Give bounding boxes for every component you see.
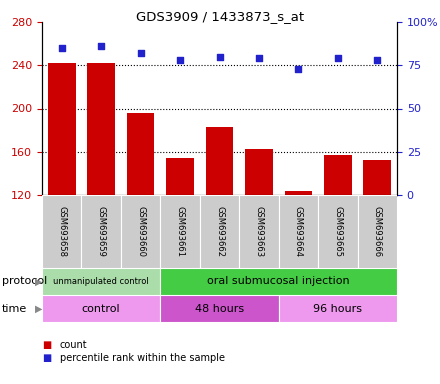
Bar [160, 295, 279, 322]
Text: protocol: protocol [2, 276, 48, 286]
Point [58, 45, 65, 51]
Text: 48 hours: 48 hours [195, 303, 244, 313]
Text: GSM693665: GSM693665 [334, 206, 342, 257]
Point [256, 55, 263, 61]
Text: ▶: ▶ [35, 303, 43, 313]
Bar [121, 195, 160, 268]
Bar [279, 295, 397, 322]
Text: control: control [82, 303, 121, 313]
Text: GSM693664: GSM693664 [294, 206, 303, 257]
Point [137, 50, 144, 56]
Text: GSM693658: GSM693658 [57, 206, 66, 257]
Text: ■: ■ [42, 340, 51, 350]
Point [216, 53, 223, 60]
Text: GSM693666: GSM693666 [373, 206, 382, 257]
Text: GSM693660: GSM693660 [136, 206, 145, 257]
Bar [42, 195, 81, 268]
Bar [285, 191, 312, 195]
Bar [200, 195, 239, 268]
Bar [245, 149, 273, 195]
Text: GSM693662: GSM693662 [215, 206, 224, 257]
Bar [81, 195, 121, 268]
Bar [127, 113, 154, 195]
Text: oral submucosal injection: oral submucosal injection [207, 276, 350, 286]
Point [295, 66, 302, 72]
Text: ■: ■ [42, 353, 51, 363]
Text: GSM693659: GSM693659 [97, 206, 106, 257]
Bar [363, 161, 391, 195]
Bar [205, 127, 233, 195]
Text: percentile rank within the sample: percentile rank within the sample [59, 353, 224, 363]
Bar [166, 158, 194, 195]
Text: time: time [2, 303, 27, 313]
Bar [239, 195, 279, 268]
Bar [42, 295, 160, 322]
Point [334, 55, 341, 61]
Bar [160, 268, 397, 295]
Bar [324, 155, 352, 195]
Point [176, 57, 183, 63]
Bar [358, 195, 397, 268]
Bar [88, 63, 115, 195]
Text: count: count [59, 340, 87, 350]
Text: GDS3909 / 1433873_s_at: GDS3909 / 1433873_s_at [136, 10, 304, 23]
Point [98, 43, 105, 49]
Bar [48, 63, 76, 195]
Text: GSM693661: GSM693661 [176, 206, 184, 257]
Bar [42, 268, 160, 295]
Bar [279, 195, 318, 268]
Text: ▶: ▶ [35, 276, 43, 286]
Bar [318, 195, 358, 268]
Text: unmanipulated control: unmanipulated control [53, 277, 149, 286]
Text: 96 hours: 96 hours [313, 303, 362, 313]
Point [374, 57, 381, 63]
Bar [160, 195, 200, 268]
Text: GSM693663: GSM693663 [254, 206, 264, 257]
